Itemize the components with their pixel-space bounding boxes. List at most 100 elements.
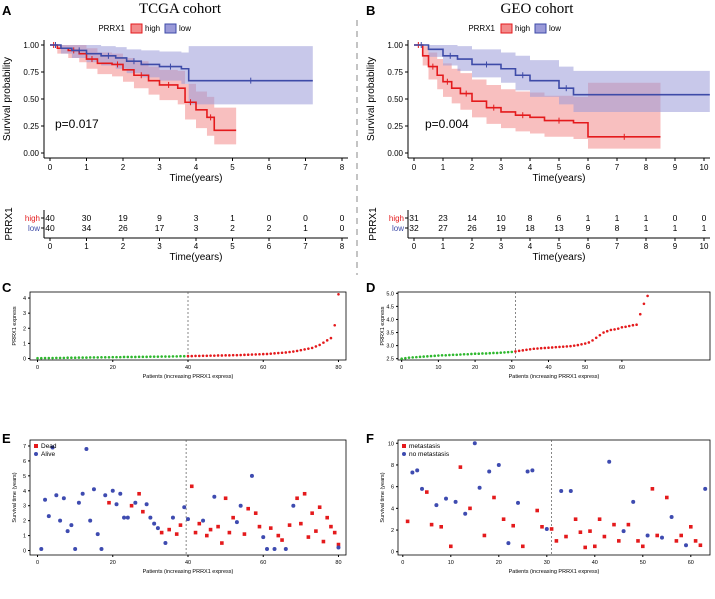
data-point bbox=[36, 356, 39, 360]
data-point-1 bbox=[88, 518, 93, 523]
data-point-0 bbox=[306, 535, 311, 539]
p-value: p=0.004 bbox=[425, 117, 469, 131]
data-point-0 bbox=[246, 506, 250, 511]
risk-row-label-low: low bbox=[392, 224, 404, 233]
x-tick-label: 50 bbox=[582, 365, 588, 371]
risk-count: 0 bbox=[673, 213, 678, 223]
data-point bbox=[134, 355, 137, 359]
x-tick-label: 80 bbox=[335, 365, 341, 371]
x-tick-label: 0 bbox=[412, 163, 417, 172]
data-point bbox=[318, 343, 321, 347]
data-point-1 bbox=[607, 459, 612, 464]
risk-count: 30 bbox=[82, 213, 92, 223]
data-point-1 bbox=[84, 446, 89, 451]
data-point-1 bbox=[544, 526, 549, 531]
risk-count: 13 bbox=[554, 223, 564, 233]
risk-count: 1 bbox=[230, 213, 235, 223]
y-tick-label: 6 bbox=[391, 485, 394, 491]
risk-table-x-title: Time(years) bbox=[533, 252, 586, 263]
legend-label-low: low bbox=[179, 24, 191, 33]
risk-count: 34 bbox=[82, 223, 92, 233]
data-point bbox=[492, 351, 495, 355]
data-point-1 bbox=[249, 473, 254, 478]
legend-marker-0 bbox=[402, 444, 406, 448]
data-point bbox=[235, 353, 239, 357]
data-point bbox=[550, 346, 554, 349]
data-point-0 bbox=[257, 524, 262, 529]
data-point-0 bbox=[612, 522, 616, 527]
risk-x-tick-label: 4 bbox=[528, 242, 533, 251]
risk-count: 26 bbox=[467, 223, 477, 233]
y-tick-label: 0 bbox=[23, 549, 26, 555]
data-point bbox=[642, 302, 646, 306]
risk-count: 31 bbox=[409, 213, 419, 223]
data-point-0 bbox=[205, 533, 209, 538]
data-point-0 bbox=[220, 541, 224, 545]
data-point bbox=[179, 354, 182, 358]
risk-x-tick-label: 9 bbox=[673, 242, 678, 251]
risk-x-tick-label: 6 bbox=[586, 242, 591, 251]
data-point bbox=[307, 347, 310, 350]
data-point bbox=[310, 346, 314, 350]
risk-x-tick-label: 10 bbox=[700, 242, 709, 251]
data-point-0 bbox=[295, 496, 299, 501]
data-point-1 bbox=[76, 500, 81, 505]
x-axis-title: Patients (increasing PRRX1 express) bbox=[143, 374, 234, 380]
data-point bbox=[197, 354, 201, 358]
data-point bbox=[539, 346, 543, 350]
risk-count: 40 bbox=[45, 213, 55, 223]
data-point-1 bbox=[54, 493, 59, 498]
data-point bbox=[224, 354, 227, 357]
data-point bbox=[329, 336, 333, 340]
risk-row-label-high: high bbox=[389, 214, 404, 223]
data-point-1 bbox=[410, 470, 415, 475]
legend-marker-1 bbox=[402, 452, 406, 456]
legend-label-1: no metastasis bbox=[409, 451, 450, 458]
data-point-1 bbox=[684, 543, 688, 548]
data-point bbox=[111, 355, 115, 359]
data-point-1 bbox=[186, 517, 190, 522]
data-point bbox=[216, 354, 220, 357]
x-tick-label: 0 bbox=[36, 365, 39, 371]
data-point-1 bbox=[444, 496, 448, 501]
x-tick-label: 10 bbox=[700, 163, 709, 172]
data-point-0 bbox=[302, 491, 307, 496]
x-tick-label: 20 bbox=[496, 560, 502, 566]
risk-count: 8 bbox=[528, 213, 533, 223]
data-point-0 bbox=[253, 511, 258, 515]
x-axis-title: Patients (increasing PRRX1 express) bbox=[509, 569, 600, 575]
legend-marker-0 bbox=[34, 444, 38, 448]
risk-count: 1 bbox=[615, 213, 620, 223]
risk-count: 14 bbox=[467, 213, 477, 223]
data-point-0 bbox=[336, 542, 341, 547]
y-tick-label: 0.25 bbox=[23, 122, 39, 131]
data-point-0 bbox=[310, 511, 314, 515]
risk-count: 1 bbox=[702, 223, 707, 233]
risk-count: 1 bbox=[303, 223, 308, 233]
data-point-0 bbox=[137, 491, 141, 496]
x-tick-label: 1 bbox=[441, 163, 446, 172]
y-tick-label: 8 bbox=[391, 463, 394, 469]
data-point-0 bbox=[617, 539, 621, 543]
y-tick-label: 2 bbox=[23, 326, 26, 332]
data-point bbox=[205, 354, 209, 358]
x-tick-label: 3 bbox=[157, 163, 162, 172]
y-tick-label: 0.75 bbox=[23, 68, 39, 77]
data-point bbox=[246, 353, 250, 357]
data-point bbox=[477, 352, 481, 356]
data-point bbox=[631, 323, 635, 327]
data-point-0 bbox=[492, 495, 496, 500]
y-axis-title: Survival time (years) bbox=[12, 472, 18, 522]
data-point bbox=[536, 347, 539, 350]
legend-label-high: high bbox=[145, 24, 160, 33]
plot-frame bbox=[397, 291, 711, 361]
data-point-1 bbox=[69, 523, 74, 528]
data-point-1 bbox=[58, 518, 63, 523]
data-point bbox=[175, 355, 179, 358]
x-tick-label: 5 bbox=[230, 163, 235, 172]
data-point bbox=[100, 355, 103, 359]
y-tick-label: 5 bbox=[23, 474, 26, 480]
data-point-0 bbox=[314, 529, 318, 533]
data-point-1 bbox=[110, 488, 115, 493]
